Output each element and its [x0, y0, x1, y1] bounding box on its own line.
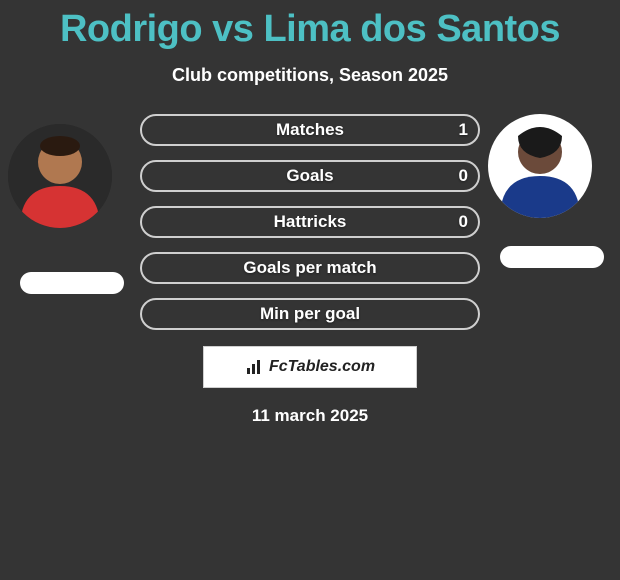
subtitle: Club competitions, Season 2025 [0, 65, 620, 86]
player-right-avatar [488, 114, 592, 218]
stat-label: Matches [276, 120, 344, 140]
stat-right-value: 0 [459, 212, 468, 232]
stat-row-goals: Goals 0 [140, 160, 480, 192]
stat-label: Hattricks [274, 212, 347, 232]
stat-row-goals-per-match: Goals per match [140, 252, 480, 284]
branding-text: FcTables.com [269, 358, 375, 376]
page-title: Rodrigo vs Lima dos Santos [0, 0, 620, 51]
comparison-content: Matches 1 Goals 0 Hattricks 0 Goals per … [0, 114, 620, 426]
date-label: 11 march 2025 [0, 406, 620, 426]
stat-right-value: 1 [459, 120, 468, 140]
stat-label: Goals [286, 166, 333, 186]
chart-icon [245, 358, 263, 376]
player-left-name-pill [20, 272, 124, 294]
player-left-avatar-svg [8, 124, 112, 228]
player-right-name-pill [500, 246, 604, 268]
stat-label: Min per goal [260, 304, 360, 324]
player-right-avatar-svg [488, 114, 592, 218]
branding[interactable]: FcTables.com [203, 346, 417, 388]
stat-row-min-per-goal: Min per goal [140, 298, 480, 330]
player-left-avatar [8, 124, 112, 228]
stats-list: Matches 1 Goals 0 Hattricks 0 Goals per … [140, 114, 480, 330]
stat-row-hattricks: Hattricks 0 [140, 206, 480, 238]
stat-label: Goals per match [243, 258, 376, 278]
stat-right-value: 0 [459, 166, 468, 186]
stat-row-matches: Matches 1 [140, 114, 480, 146]
